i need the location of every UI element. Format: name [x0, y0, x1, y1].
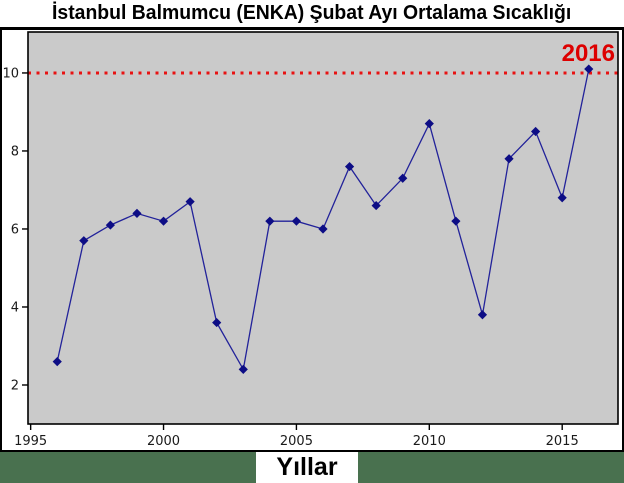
data-point-2016 — [584, 64, 594, 74]
data-point-2014 — [531, 126, 541, 137]
data-point-2015 — [557, 193, 567, 203]
data-point-1996 — [52, 356, 62, 367]
figure-border — [0, 30, 624, 452]
chart-title: İstanbul Balmumcu (ENKA) Şubat Ayı Ortal… — [52, 2, 572, 24]
data-point-2006 — [318, 224, 328, 234]
data-point-2011 — [451, 216, 461, 226]
x-axis-label-box: Yıllar — [256, 452, 358, 483]
line-chart: 2 4 6 8 10 1995 2000 2005 2010 2015 2016 — [0, 30, 624, 452]
y-tick-label: 6 — [11, 223, 19, 238]
chart-title-bar: İstanbul Balmumcu (ENKA) Şubat Ayı Ortal… — [0, 0, 624, 30]
figure-area: 2 4 6 8 10 1995 2000 2005 2010 2015 2016 — [0, 30, 624, 452]
data-point-2001 — [185, 197, 195, 207]
x-axis-label: Yıllar — [276, 453, 338, 481]
data-point-2009 — [398, 173, 408, 183]
data-point-2007 — [344, 161, 355, 172]
x-tick-label: 2015 — [546, 434, 579, 449]
data-point-2002 — [212, 317, 222, 328]
x-tick-label: 2000 — [147, 434, 180, 449]
data-point-2003 — [238, 364, 248, 374]
data-point-2013 — [504, 154, 514, 164]
y-tick-label: 4 — [11, 301, 19, 316]
data-point-1997 — [79, 236, 89, 246]
x-tick-label: 2010 — [413, 434, 446, 449]
data-point-1998 — [105, 220, 115, 230]
y-tick-label: 10 — [2, 67, 19, 82]
annotation-2016: 2016 — [562, 40, 615, 67]
data-point-2008 — [371, 200, 381, 211]
data-point-1999 — [132, 208, 142, 218]
x-tick-label: 2005 — [280, 434, 313, 449]
x-tick-label: 1995 — [14, 434, 47, 449]
data-point-2005 — [291, 216, 302, 226]
data-point-2012 — [477, 310, 488, 320]
panel-frame — [27, 31, 619, 425]
y-tick-label: 8 — [11, 145, 19, 160]
data-point-2000 — [158, 216, 169, 226]
data-point-2010 — [424, 119, 434, 129]
data-point-2004 — [265, 216, 275, 226]
y-tick-label: 2 — [11, 379, 19, 394]
